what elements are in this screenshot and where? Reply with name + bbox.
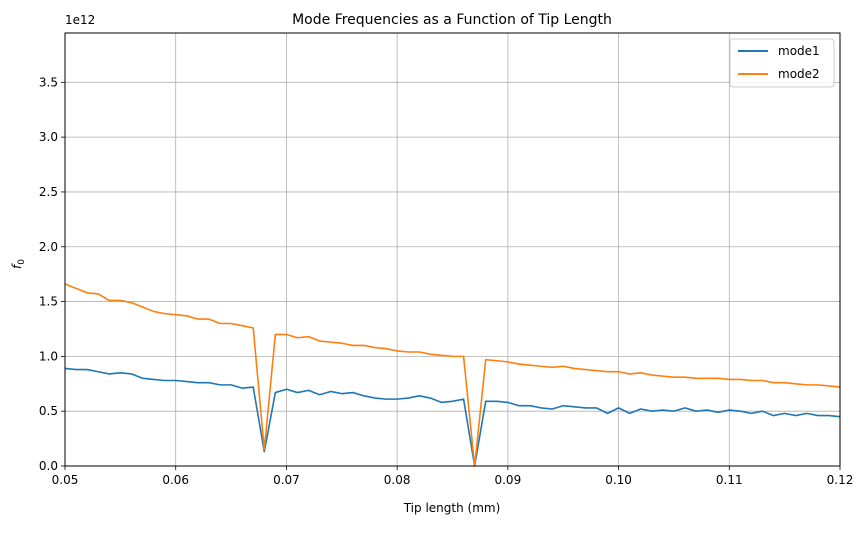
y-offset-label: 1e12 [65,13,95,27]
x-axis-ticks: 0.05 0.06 0.07 0.08 0.09 0.10 0.11 0.12 [52,466,854,487]
x-tick-label: 0.07 [273,473,300,487]
y-axis-ticks: 0.0 0.5 1.0 1.5 2.0 2.5 3.0 3.5 [39,75,65,473]
y-tick-label: 3.0 [39,130,58,144]
plot-frame [64,32,841,467]
series-lines [64,283,841,467]
series-line-mode1 [64,367,841,467]
y-tick-label: 0.5 [39,404,58,418]
y-tick-label: 3.5 [39,75,58,89]
chart-title: Mode Frequencies as a Function of Tip Le… [292,12,612,28]
y-axis-label: f0 [10,259,27,269]
x-tick-label: 0.10 [605,473,632,487]
x-tick-label: 0.08 [384,473,411,487]
y-tick-label: 1.5 [39,295,58,309]
x-tick-label: 0.06 [162,473,189,487]
y-axis-label-main: f [10,263,24,269]
x-axis-label: Tip length (mm) [403,501,501,515]
x-tick-label: 0.11 [716,473,743,487]
x-tick-label: 0.05 [52,473,79,487]
legend: mode1 mode2 [729,38,835,88]
legend-label-mode1: mode1 [778,44,820,58]
y-tick-label: 0.0 [39,459,58,473]
x-tick-label: 0.09 [494,473,521,487]
x-tick-label: 0.12 [827,473,854,487]
y-tick-label: 2.5 [39,185,58,199]
y-axis-label-subscript: 0 [17,259,27,265]
y-tick-label: 2.0 [39,240,58,254]
legend-label-mode2: mode2 [778,67,820,81]
series-line-mode2 [64,283,841,467]
y-tick-label: 1.0 [39,349,58,363]
